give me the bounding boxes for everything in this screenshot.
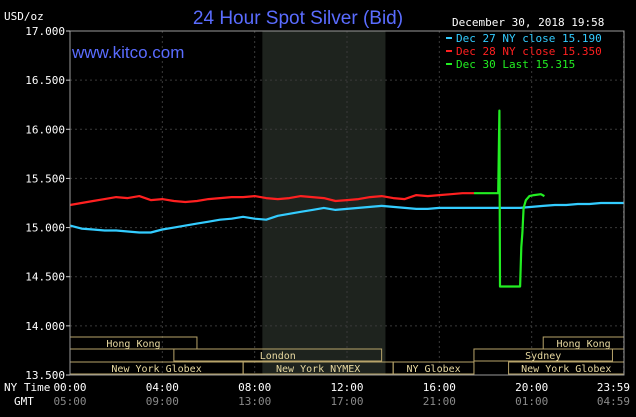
x-tick-label-ny: 20:00 [515,381,548,394]
market-session: London [173,348,383,362]
series-line [474,109,545,288]
legend-label: Dec 28 NY close 15.350 [456,45,602,58]
market-session-label: NY Globex [406,364,460,375]
legend-label: Dec 27 NY close 15.190 [456,32,602,45]
x-tick-label-gmt: 17:00 [330,395,363,408]
x-tick-label-ny: 16:00 [423,381,456,394]
axes: 17.000 16.500 16.000 15.500 15.000 14.500 14.0… [25,25,630,408]
x-row-label-ny: NY Time [4,381,50,394]
timestamp: December 30, 2018 19:58 [452,16,604,29]
market-session: New York Globex [508,361,625,375]
x-tick-label-ny: 12:00 [330,381,363,394]
y-axis-label: USD/oz [4,10,44,23]
x-tick-label-gmt: 01:00 [515,395,548,408]
y-tick-label: 15.500 [25,172,65,185]
x-tick-label-ny: 00:00 [53,381,86,394]
y-tick-label: 14.500 [25,271,65,284]
y-tick-label: 14.000 [25,320,65,333]
y-tick-label: 17.000 [25,25,65,38]
x-tick-label-gmt: 05:00 [53,395,86,408]
market-sessions: Hong Kong Hong Kong London Sydney New York G… [69,336,625,375]
y-tick-label: 16.500 [25,74,65,87]
market-session-label: New York NYMEX [276,364,360,375]
x-tick-label-gmt: 04:59 [597,395,630,408]
nymex-shaded-region [262,31,386,375]
y-tick-label: 13.500 [25,369,65,382]
market-session: Sydney [473,348,613,362]
series-line [69,201,624,234]
market-session-label: London [260,351,296,362]
market-session-label: Sydney [525,351,561,362]
market-session-label: New York Globex [521,364,611,375]
market-session-label: Hong Kong [557,339,611,350]
market-session-label: New York Globex [111,364,201,375]
y-tick-label: 16.000 [25,123,65,136]
market-session: NY Globex [392,361,475,375]
legend-entry: Dec 28 NY close 15.350 [446,45,602,58]
x-tick-label-ny: 23:59 [597,381,630,394]
x-tick-label-ny: 04:00 [146,381,179,394]
market-session-box [473,348,613,362]
legend-entry: Dec 27 NY close 15.190 [446,32,602,45]
plot-border [69,30,625,376]
legend-label: Dec 30 Last 15.315 [456,58,575,71]
chart-title: 24 Hour Spot Silver (Bid) [193,8,403,29]
market-session-box [173,348,383,362]
x-row-label-gmt: GMT [14,395,34,408]
y-tick-label: 15.000 [25,222,65,235]
x-tick-label-gmt: 13:00 [238,395,271,408]
x-tick-label-ny: 08:00 [238,381,271,394]
legend-entry: Dec 30 Last 15.315 [446,58,575,71]
brand-watermark: www.kitco.com [71,43,184,62]
market-session-label: Hong Kong [106,339,160,350]
x-tick-label-gmt: 09:00 [146,395,179,408]
series-line [69,192,474,207]
x-tick-label-gmt: 21:00 [423,395,456,408]
series-lines [69,109,624,288]
market-session-box [392,361,475,375]
